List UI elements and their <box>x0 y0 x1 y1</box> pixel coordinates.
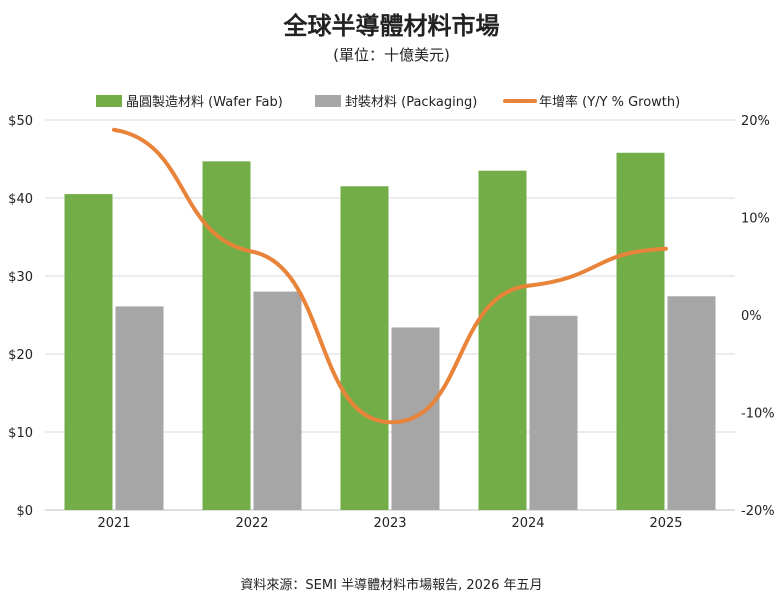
bar-packaging <box>253 291 302 510</box>
y-left-tick-label: $40 <box>8 192 33 207</box>
y-left-tick-label: $10 <box>8 426 33 441</box>
bar-wafer-fab <box>616 152 665 510</box>
y-left-tick-label: $20 <box>8 348 33 363</box>
y-right-tick-label: -20% <box>741 504 775 519</box>
bar-wafer-fab <box>478 170 527 510</box>
y-left-tick-label: $0 <box>16 504 33 519</box>
y-right-tick-label: 20% <box>741 114 770 129</box>
y-right-tick-label: 10% <box>741 212 770 227</box>
chart-subtitle: (單位：十億美元) <box>333 46 450 64</box>
y-right-tick-label: 0% <box>741 309 762 324</box>
y-left-tick-label: $30 <box>8 270 33 285</box>
bar-wafer-fab <box>202 161 251 510</box>
x-tick-label: 2024 <box>511 516 544 531</box>
x-tick-label: 2022 <box>235 516 268 531</box>
bar-wafer-fab <box>64 194 113 510</box>
legend-label: 年增率 (Y/Y % Growth) <box>539 94 680 110</box>
y-right-tick-label: -10% <box>741 407 775 422</box>
legend-label: 封裝材料 (Packaging) <box>345 95 477 110</box>
x-tick-label: 2021 <box>97 516 130 531</box>
y-left-tick-label: $50 <box>8 114 33 129</box>
bar-packaging <box>529 315 578 510</box>
source-note: 資料來源：SEMI 半導體材料市場報告, 2026 年五月 <box>240 578 543 593</box>
bar-wafer-fab <box>340 186 389 511</box>
x-tick-label: 2025 <box>649 516 682 531</box>
bar-packaging <box>115 306 164 510</box>
legend-swatch <box>315 95 341 107</box>
growth-line <box>112 127 668 425</box>
legend-label: 晶圓製造材料 (Wafer Fab) <box>126 95 283 110</box>
x-tick-label: 2023 <box>373 516 406 531</box>
legend-swatch <box>96 95 122 107</box>
chart-title: 全球半導體材料市場 <box>283 12 500 40</box>
bar-packaging <box>667 296 716 510</box>
